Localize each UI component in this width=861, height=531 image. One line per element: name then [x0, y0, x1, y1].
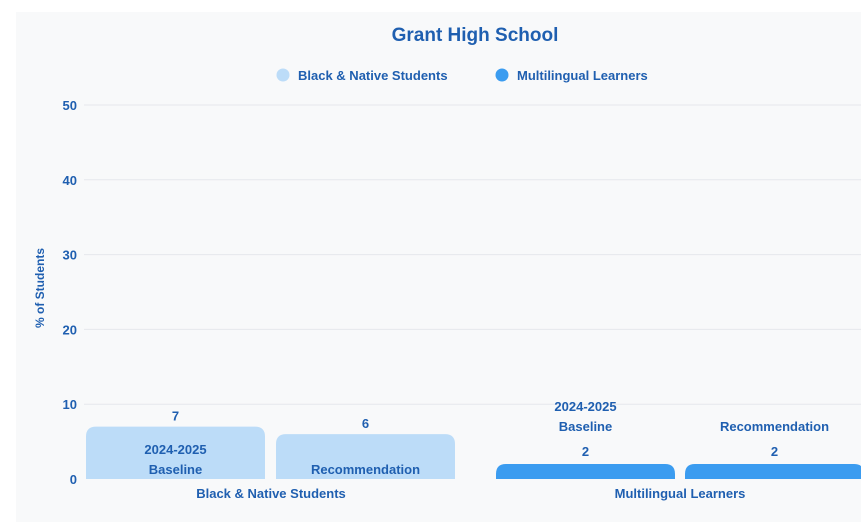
chart-legend: Black & Native Students Multilingual Lear… — [276, 68, 648, 83]
bar-series-label: Recommendation — [311, 462, 420, 477]
bar-value-label: 2 — [771, 444, 778, 459]
bar-series-label: Recommendation — [720, 419, 829, 434]
category-label: Multilingual Learners — [615, 486, 746, 501]
bar — [685, 464, 861, 479]
category-label: Black & Native Students — [196, 486, 346, 501]
chart-card: Grant High School Black & Native Student… — [16, 12, 861, 522]
bar-value-label: 2 — [582, 444, 589, 459]
bar — [276, 434, 455, 479]
legend-marker — [276, 68, 290, 82]
bar-chart: Grant High School Black & Native Student… — [33, 25, 861, 501]
y-tick-label: 40 — [63, 173, 77, 188]
bar-value-label: 7 — [172, 409, 179, 424]
bar-value-label: 6 — [362, 416, 369, 431]
y-axis-ticks: 0 10 20 30 40 50 — [63, 98, 77, 487]
legend-label: Multilingual Learners — [517, 68, 648, 83]
bar — [86, 426, 265, 479]
bar-series-label: Baseline — [149, 462, 202, 477]
y-axis-label: % of Students — [33, 248, 47, 328]
legend-label: Black & Native Students — [298, 68, 448, 83]
y-tick-label: 10 — [63, 397, 77, 412]
legend-marker — [495, 68, 509, 82]
bar-series-label: Baseline — [559, 419, 612, 434]
bar-series-label: 2024-2025 — [144, 442, 206, 457]
bar-series-label: 2024-2025 — [554, 399, 616, 414]
y-tick-label: 30 — [63, 248, 77, 263]
bars: 7 2024-2025 Baseline 6 Recommendation 2 2024-2… — [86, 399, 861, 479]
x-axis-categories: Black & Native Students Multilingual Lear… — [196, 486, 745, 501]
y-tick-label: 50 — [63, 98, 77, 113]
y-tick-label: 0 — [70, 472, 77, 487]
bar — [496, 464, 675, 479]
grid-lines — [84, 104, 861, 405]
y-tick-label: 20 — [63, 322, 77, 337]
chart-title: Grant High School — [392, 25, 559, 46]
